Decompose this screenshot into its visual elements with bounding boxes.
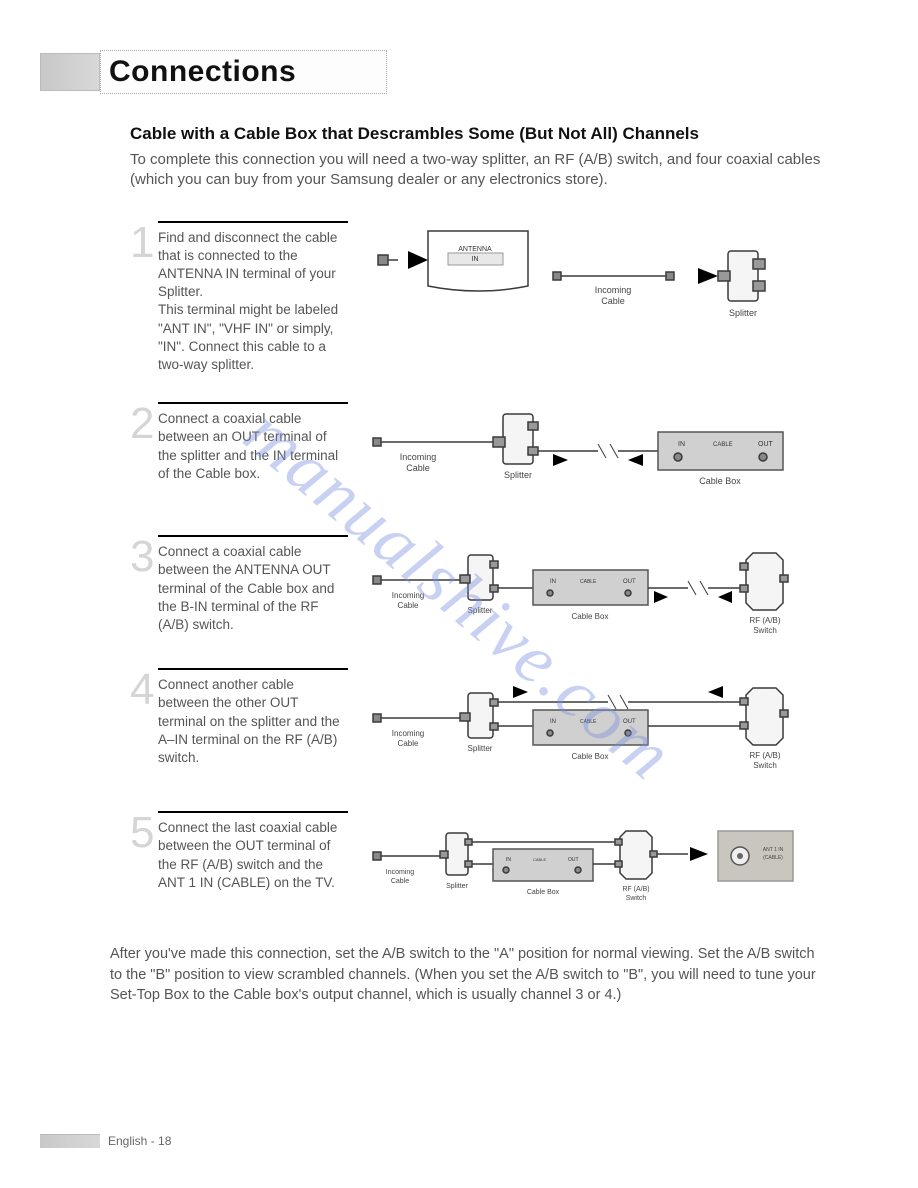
step-text: Connect the last coaxial cable between t… (158, 811, 348, 892)
step-number: 2 (130, 406, 158, 441)
page-header: Connections (60, 50, 858, 94)
page-number-label: English - 18 (108, 1134, 171, 1148)
step-diagram-2: Incoming Cable Splitter IN CABLE O (368, 402, 858, 507)
step-number: 1 (130, 225, 158, 260)
svg-text:Cable Box: Cable Box (699, 476, 741, 486)
step-diagram-4: Incoming Cable Splitter IN CABLE (368, 668, 858, 783)
section-intro: To complete this connection you will nee… (130, 150, 858, 191)
step-text: Connect a coaxial cable between an OUT t… (158, 402, 348, 483)
svg-text:IN: IN (678, 441, 685, 448)
svg-text:OUT: OUT (623, 719, 636, 725)
svg-text:CABLE: CABLE (713, 442, 733, 448)
svg-text:CABLE: CABLE (580, 719, 597, 725)
step-number: 5 (130, 815, 158, 850)
svg-text:IN: IN (550, 579, 556, 585)
step-diagram-3: Incoming Cable Splitter IN CABLE OUT Cab… (368, 535, 858, 640)
svg-text:Splitter: Splitter (504, 470, 532, 480)
footer-ornament-block (40, 1134, 100, 1148)
svg-text:Incoming: Incoming (392, 729, 424, 738)
step-row: 1 Find and disconnect the cable that is … (130, 221, 858, 375)
step-row: 2 Connect a coaxial cable between an OUT… (130, 402, 858, 507)
section-title: Cable with a Cable Box that Descrambles … (130, 124, 858, 144)
step-row: 3 Connect a coaxial cable between the AN… (130, 535, 858, 640)
svg-text:Splitter: Splitter (468, 606, 493, 615)
svg-text:Incoming: Incoming (392, 591, 424, 600)
svg-text:OUT: OUT (623, 579, 636, 585)
svg-text:(CABLE): (CABLE) (763, 855, 783, 861)
page-footer: English - 18 (40, 1134, 171, 1148)
svg-text:ANTENNA: ANTENNA (458, 246, 492, 253)
svg-text:IN: IN (550, 719, 556, 725)
step-row: 5 Connect the last coaxial cable between… (130, 811, 858, 916)
svg-text:CABLE: CABLE (533, 857, 546, 862)
footer-paragraph: After you've made this connection, set t… (110, 944, 818, 1005)
svg-text:OUT: OUT (568, 857, 579, 863)
svg-text:Cable: Cable (406, 463, 430, 473)
svg-text:Splitter: Splitter (468, 744, 493, 753)
svg-text:Incoming: Incoming (595, 285, 632, 295)
svg-text:Incoming: Incoming (400, 452, 437, 462)
svg-text:Switch: Switch (753, 761, 777, 770)
step-text: Connect a coaxial cable between the ANTE… (158, 535, 348, 634)
step-diagram-1: ANTENNA IN Incoming Cable Splitte (368, 221, 858, 336)
svg-text:RF (A/B): RF (A/B) (749, 616, 780, 625)
svg-text:Cable Box: Cable Box (527, 889, 560, 896)
step-text: Find and disconnect the cable that is co… (158, 221, 348, 375)
svg-text:Incoming: Incoming (386, 869, 415, 876)
svg-text:Switch: Switch (626, 895, 647, 902)
svg-text:Cable: Cable (601, 296, 625, 306)
svg-text:Splitter: Splitter (446, 883, 468, 890)
svg-text:Switch: Switch (753, 626, 777, 635)
svg-text:Cable Box: Cable Box (572, 612, 609, 621)
svg-text:CABLE: CABLE (580, 579, 597, 585)
header-title: Connections (109, 55, 296, 89)
svg-text:Splitter: Splitter (729, 308, 757, 318)
svg-text:IN: IN (472, 256, 479, 263)
step-row: 4 Connect another cable between the othe… (130, 668, 858, 783)
step-number: 3 (130, 539, 158, 574)
step-diagram-5: Incoming Cable Splitter IN CABLE OUT (368, 811, 858, 916)
step-text: Connect another cable between the other … (158, 668, 348, 767)
header-ornament-block (40, 53, 100, 91)
svg-text:Cable: Cable (391, 878, 409, 885)
svg-text:RF (A/B): RF (A/B) (622, 886, 649, 893)
svg-text:Cable: Cable (398, 601, 419, 610)
svg-text:ANT 1 IN: ANT 1 IN (763, 847, 784, 853)
svg-text:Cable Box: Cable Box (572, 752, 609, 761)
header-title-box: Connections (100, 50, 387, 94)
svg-text:Cable: Cable (398, 739, 419, 748)
svg-text:IN: IN (506, 857, 511, 863)
svg-text:RF (A/B): RF (A/B) (749, 751, 780, 760)
step-number: 4 (130, 672, 158, 707)
svg-text:OUT: OUT (758, 441, 774, 448)
